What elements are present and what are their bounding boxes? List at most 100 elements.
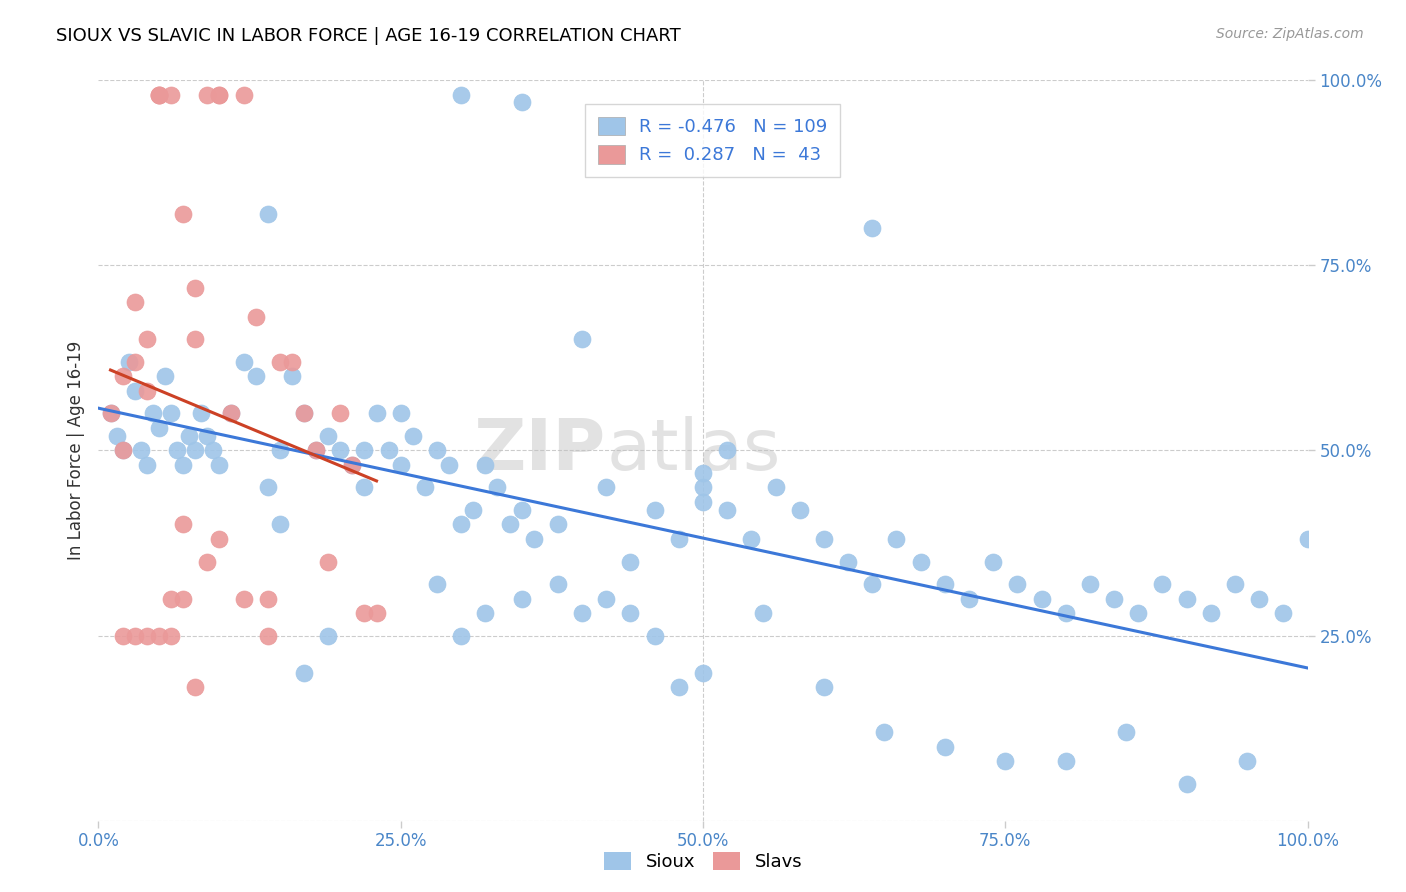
Point xyxy=(305,443,328,458)
Point xyxy=(111,369,134,384)
Point xyxy=(208,88,231,103)
Point xyxy=(124,295,146,310)
Point xyxy=(934,576,956,591)
Point xyxy=(1199,607,1222,621)
Point xyxy=(1128,607,1150,621)
Point xyxy=(245,310,267,325)
Point xyxy=(668,681,690,695)
Point xyxy=(1007,576,1029,591)
Point xyxy=(124,384,146,399)
Point xyxy=(316,428,339,442)
Text: SIOUX VS SLAVIC IN LABOR FORCE | AGE 16-19 CORRELATION CHART: SIOUX VS SLAVIC IN LABOR FORCE | AGE 16-… xyxy=(56,27,681,45)
Point xyxy=(463,502,485,516)
Point xyxy=(160,88,183,103)
Point xyxy=(184,280,207,294)
Point xyxy=(292,407,315,421)
Point xyxy=(184,332,207,346)
Point xyxy=(837,555,859,569)
Point xyxy=(292,407,315,421)
Point xyxy=(789,502,811,516)
Text: ZIP: ZIP xyxy=(474,416,606,485)
Point xyxy=(281,369,304,384)
Point xyxy=(305,443,328,458)
Point xyxy=(860,576,883,591)
Point xyxy=(1078,576,1101,591)
Point xyxy=(184,681,207,695)
Legend: Sioux, Slavs: Sioux, Slavs xyxy=(596,845,810,879)
Point xyxy=(245,369,267,384)
Point xyxy=(316,628,339,642)
Point xyxy=(595,480,617,494)
Point xyxy=(269,517,291,532)
Point xyxy=(184,443,207,458)
Point xyxy=(160,407,183,421)
Point xyxy=(160,628,183,642)
Point xyxy=(740,533,762,547)
Point xyxy=(934,739,956,754)
Point xyxy=(353,480,375,494)
Point xyxy=(450,517,472,532)
Point xyxy=(148,88,170,103)
Point xyxy=(342,458,364,473)
Point xyxy=(957,591,980,606)
Point xyxy=(1296,533,1319,547)
Text: atlas: atlas xyxy=(606,416,780,485)
Point xyxy=(172,517,194,532)
Point xyxy=(1236,755,1258,769)
Point xyxy=(450,88,472,103)
Point xyxy=(644,628,666,642)
Point xyxy=(195,555,218,569)
Point xyxy=(166,443,188,458)
Point xyxy=(172,591,194,606)
Point xyxy=(437,458,460,473)
Point xyxy=(221,407,243,421)
Point xyxy=(426,576,449,591)
Point xyxy=(450,628,472,642)
Point xyxy=(366,607,388,621)
Point xyxy=(1031,591,1053,606)
Point xyxy=(389,458,412,473)
Point xyxy=(111,443,134,458)
Point xyxy=(1175,776,1198,791)
Point xyxy=(232,591,254,606)
Point xyxy=(135,628,157,642)
Point xyxy=(148,628,170,642)
Point xyxy=(994,755,1017,769)
Point xyxy=(813,681,835,695)
Point xyxy=(873,724,896,739)
Point xyxy=(547,576,569,591)
Point xyxy=(1115,724,1137,739)
Point xyxy=(389,407,412,421)
Point xyxy=(256,480,278,494)
Point xyxy=(179,428,201,442)
Point xyxy=(1054,755,1077,769)
Point xyxy=(523,533,546,547)
Y-axis label: In Labor Force | Age 16-19: In Labor Force | Age 16-19 xyxy=(66,341,84,560)
Point xyxy=(172,458,194,473)
Point xyxy=(510,502,533,516)
Point xyxy=(886,533,908,547)
Point xyxy=(353,607,375,621)
Point xyxy=(1249,591,1271,606)
Point xyxy=(269,443,291,458)
Point xyxy=(510,591,533,606)
Point xyxy=(135,384,157,399)
Point xyxy=(148,88,170,103)
Point xyxy=(208,88,231,103)
Point xyxy=(256,591,278,606)
Point xyxy=(692,495,714,509)
Point xyxy=(413,480,436,494)
Point xyxy=(377,443,399,458)
Point xyxy=(160,591,183,606)
Point xyxy=(153,369,176,384)
Point xyxy=(716,443,738,458)
Point xyxy=(256,206,278,220)
Point xyxy=(100,407,122,421)
Point xyxy=(1152,576,1174,591)
Legend: R = -0.476   N = 109, R =  0.287   N =  43: R = -0.476 N = 109, R = 0.287 N = 43 xyxy=(585,104,841,178)
Point xyxy=(692,665,714,680)
Text: Source: ZipAtlas.com: Source: ZipAtlas.com xyxy=(1216,27,1364,41)
Point xyxy=(498,517,520,532)
Point xyxy=(148,421,170,435)
Point xyxy=(124,628,146,642)
